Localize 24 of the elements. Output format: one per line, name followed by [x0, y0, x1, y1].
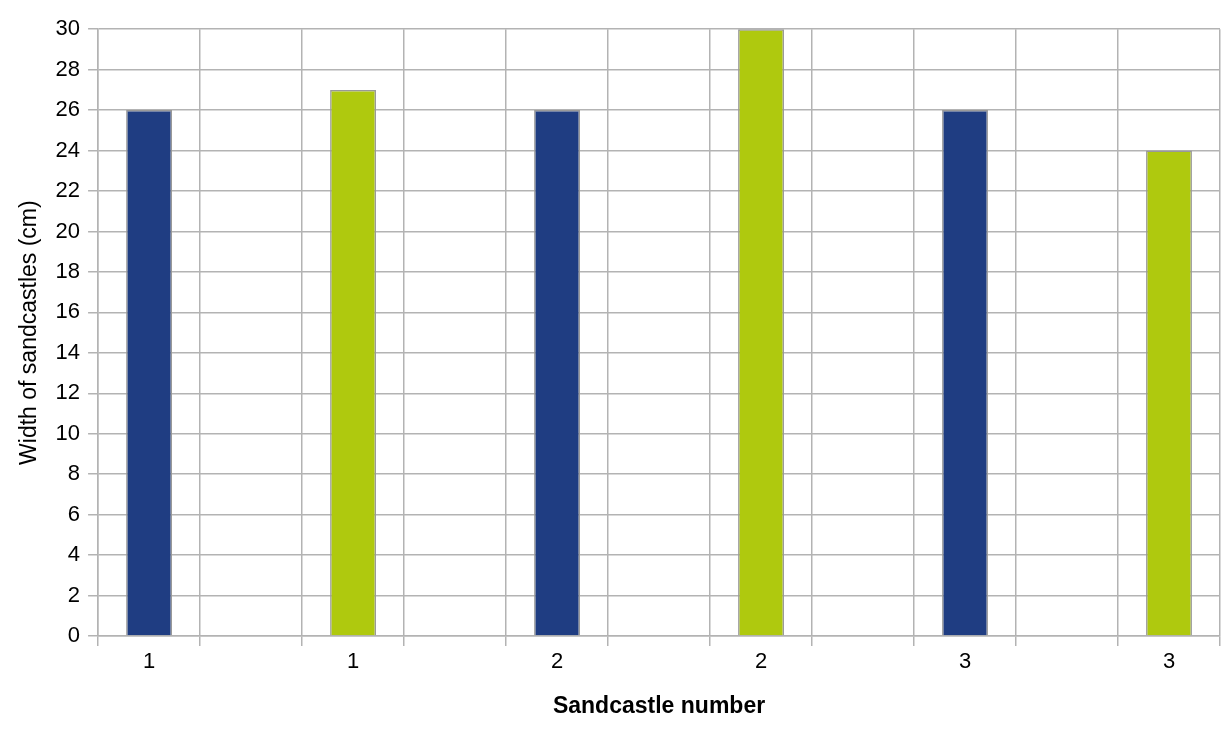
- y-tick-label: 28: [55, 55, 81, 81]
- y-tick-label: 14: [55, 338, 81, 364]
- y-tick-label: 22: [55, 177, 81, 203]
- y-tick-label: 18: [55, 257, 81, 283]
- y-tick-label: 30: [55, 15, 81, 41]
- y-tick-label: 16: [55, 298, 81, 324]
- x-tick-label: 1: [142, 648, 156, 674]
- y-tick-label: 0: [67, 622, 81, 648]
- y-tick-label: 2: [67, 581, 81, 607]
- y-tick-label: 20: [55, 217, 81, 243]
- y-tick-label: 10: [55, 419, 81, 445]
- x-tick-label: 3: [1162, 648, 1176, 674]
- y-tick-label: 26: [55, 96, 81, 122]
- y-tick-label: 24: [55, 136, 81, 162]
- y-tick-label: 6: [67, 500, 81, 526]
- x-tick-label: 2: [754, 648, 768, 674]
- x-axis-title: Sandcastle number: [552, 691, 766, 718]
- x-tick-label: 2: [550, 648, 564, 674]
- x-tick-label: 3: [958, 648, 972, 674]
- y-tick-label: 12: [55, 379, 81, 405]
- y-axis-title: Width of sandcastles (cm): [15, 200, 42, 465]
- y-tick-label: 4: [67, 541, 81, 567]
- x-tick-label: 1: [346, 648, 360, 674]
- y-tick-label: 8: [67, 460, 81, 486]
